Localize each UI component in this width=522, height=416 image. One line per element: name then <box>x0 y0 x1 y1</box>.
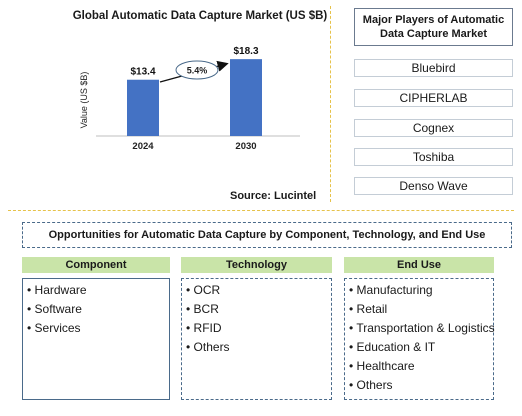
x-tick-label-2030: 2030 <box>235 141 256 152</box>
growth-label: 5.4% <box>187 66 208 76</box>
list-item: • Services <box>27 321 81 335</box>
player-toshiba: Toshiba <box>354 148 513 166</box>
list-item: • Transportation & Logistics <box>349 321 495 335</box>
list-item: • OCR <box>186 283 221 297</box>
player-cipherlab: CIPHERLAB <box>354 89 513 107</box>
opportunities-title: Opportunities for Automatic Data Capture… <box>22 222 512 248</box>
player-denso-wave: Denso Wave <box>354 177 513 195</box>
bar-chart: Value (US $B) $13.4 2024 $18.3 2030 5.4% <box>79 46 300 152</box>
list-item: • Healthcare <box>349 359 415 373</box>
chart-source: Source: Lucintel <box>230 190 317 202</box>
list-item: • Hardware <box>27 283 87 297</box>
column-header-technology: Technology <box>181 257 332 273</box>
list-item: • Others <box>349 378 393 392</box>
bar-2030 <box>230 59 262 136</box>
column-header-end-use: End Use <box>344 257 494 273</box>
list-item: • BCR <box>186 302 219 316</box>
y-axis-label: Value (US $B) <box>79 72 89 129</box>
bar-value-label-2024: $13.4 <box>130 67 155 78</box>
player-bluebird: Bluebird <box>354 59 513 77</box>
bar-2024 <box>127 79 159 136</box>
column-header-component: Component <box>22 257 170 273</box>
bar-value-label-2030: $18.3 <box>233 46 258 57</box>
list-item: • Software <box>27 302 82 316</box>
growth-ellipse <box>175 60 219 80</box>
list-item: • Education & IT <box>349 340 436 354</box>
chart-title: Global Automatic Data Capture Market (US… <box>72 10 328 22</box>
players-title: Major Players of Automatic Data Capture … <box>354 8 513 46</box>
vertical-divider <box>330 6 331 202</box>
horizontal-divider <box>8 210 514 211</box>
list-item: • RFID <box>186 321 222 335</box>
list-item: • Manufacturing <box>349 283 433 297</box>
component-list-box: • Hardware • Software • Services <box>22 278 170 400</box>
list-item: • Retail <box>349 302 388 316</box>
list-item: • Others <box>186 340 230 354</box>
x-tick-label-2024: 2024 <box>132 141 154 152</box>
end-use-list-box: • Manufacturing • Retail • Transportatio… <box>344 278 495 400</box>
player-cognex: Cognex <box>354 119 513 137</box>
technology-list-box: • OCR • BCR • RFID • Others <box>181 278 332 400</box>
